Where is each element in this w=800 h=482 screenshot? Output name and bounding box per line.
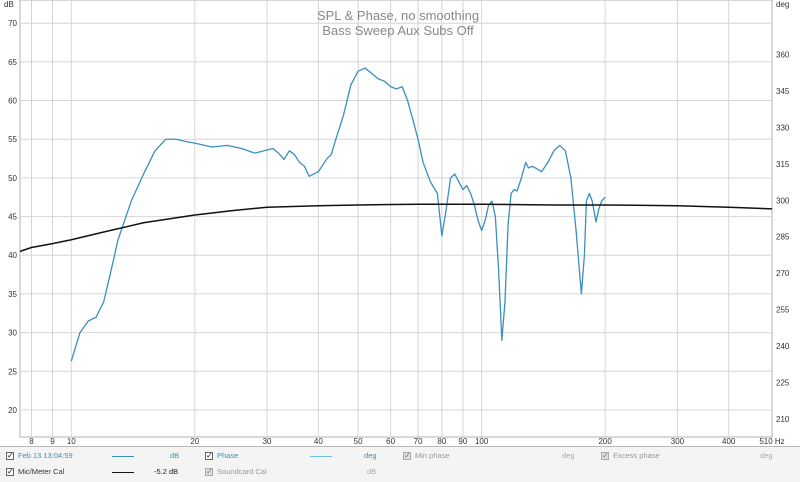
x-tick-label: 200 [598,437,612,446]
legend-mic-cal-label[interactable]: Mic/Meter Cal [18,467,65,476]
x-tick-label: 60 [386,437,395,446]
y-axis-left: 20 25 30 35 40 45 50 55 60 65 70 [8,19,17,415]
y-tick-label-left: 40 [8,251,17,260]
y-tick-label-left: 60 [8,97,17,106]
legend-measurement-label[interactable]: Feb 13 13:04:59 [18,451,73,460]
y-tick-label-right: 300 [776,196,790,205]
x-tick-label: 80 [437,437,446,446]
x-tick-label: 510 Hz [759,437,784,446]
y-tick-label-left: 55 [8,135,17,144]
checkbox-excess-phase[interactable]: ✓ [601,451,609,460]
y-axis-right: 210 225 240 255 270 285 300 315 330 345 360 [776,51,790,424]
y-tick-label-right: 255 [776,306,790,315]
y-tick-label-left: 45 [8,213,17,222]
legend-phase-unit: deg [364,451,377,460]
x-tick-label: 70 [414,437,423,446]
x-axis: 8 9 10 20 30 40 50 60 70 80 90 100 200 300 400 510 Hz [29,437,784,446]
legend-measurement-swatch [112,456,134,457]
checkbox-measurement[interactable]: ✓ [6,451,14,460]
legend-phase-label[interactable]: Phase [217,451,239,460]
series-line-measurement [70,67,606,362]
legend-mic-cal-value: -5.2 dB [154,467,179,476]
x-tick-label: 100 [475,437,489,446]
checkbox-phase[interactable]: ✓ [205,451,213,460]
series-line-mic-cal [19,203,773,253]
checkbox-min-phase[interactable]: ✓ [403,451,411,460]
legend-excess-phase-unit: deg [760,451,773,460]
x-tick-label: 20 [190,437,199,446]
y-tick-label-right: 345 [776,87,790,96]
checkbox-soundcard-cal[interactable]: ✓ [205,467,213,476]
legend-mic-cal-swatch [112,472,134,473]
x-tick-label: 300 [671,437,685,446]
plot-background [19,0,773,438]
chart: 8 9 10 20 30 40 50 60 70 80 90 100 200 300 400 510 Hz 2… [4,0,790,446]
chart-subtitle: Bass Sweep Aux Subs Off [322,23,474,38]
legend-measurement-unit: dB [170,451,180,460]
y-tick-label-left: 35 [8,290,17,299]
y-unit-left: dB [4,0,14,9]
grid [20,0,772,437]
legend-min-phase-unit: deg [562,451,575,460]
y-tick-label-left: 65 [8,58,17,67]
y-tick-label-right: 315 [776,160,790,169]
legend-phase-swatch [310,456,332,457]
x-tick-label: 50 [354,437,363,446]
x-tick-label: 9 [50,437,55,446]
y-tick-label-left: 25 [8,367,17,376]
legend-excess-phase-label[interactable]: Excess phase [613,451,660,460]
y-tick-label-right: 240 [776,342,790,351]
y-tick-label-left: 50 [8,174,17,183]
y-tick-label-right: 225 [776,378,790,387]
y-tick-label-left: 20 [8,406,17,415]
checkbox-mic-cal[interactable]: ✓ [6,467,14,476]
y-tick-label-right: 285 [776,233,790,242]
legend-min-phase-label[interactable]: Min phase [415,451,450,460]
legend: ✓ Feb 13 13:04:59 dB ✓ Phase deg ✓ Min p… [0,446,800,482]
x-tick-label: 400 [722,437,736,446]
y-tick-label-left: 30 [8,329,17,338]
y-tick-label-right: 270 [776,269,790,278]
legend-row-2: ✓ Mic/Meter Cal -5.2 dB ✓ Soundcard Cal … [0,466,800,482]
y-tick-label-right: 210 [776,415,790,424]
x-tick-label: 90 [458,437,467,446]
x-tick-label: 10 [67,437,76,446]
y-tick-label-right: 360 [776,51,790,60]
y-tick-label-left: 70 [8,19,17,28]
x-tick-label: 8 [29,437,34,446]
y-tick-label-right: 330 [776,123,790,132]
x-tick-label: 30 [263,437,272,446]
y-unit-right: deg [776,0,789,9]
legend-row-1: ✓ Feb 13 13:04:59 dB ✓ Phase deg ✓ Min p… [0,450,800,466]
chart-title: SPL & Phase, no smoothing [317,8,479,23]
x-tick-label: 40 [314,437,323,446]
legend-soundcard-cal-label[interactable]: Soundcard Cal [217,467,267,476]
series-layer [19,67,773,362]
legend-soundcard-cal-unit: dB [367,467,377,476]
